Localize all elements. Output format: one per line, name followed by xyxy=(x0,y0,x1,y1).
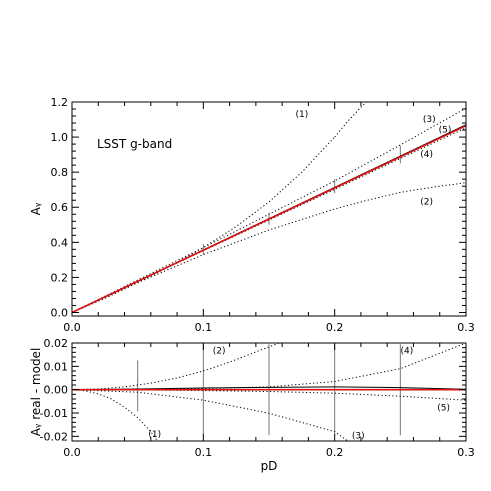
x-tick-label: 0.0 xyxy=(63,446,81,459)
curve-label: (1) xyxy=(295,110,308,120)
y-tick-label: 0.02 xyxy=(44,337,69,350)
y-tick-label: 0.8 xyxy=(51,166,69,179)
curve-label: (2) xyxy=(420,197,433,207)
curve-label: (5) xyxy=(437,403,450,413)
curve-label: (4) xyxy=(420,150,433,160)
series-line-2 xyxy=(72,182,466,313)
x-axis-label: pD xyxy=(261,459,278,473)
y-tick-label: 1.0 xyxy=(51,131,69,144)
band-annotation: LSST g-band xyxy=(97,137,172,151)
curve-label: (1) xyxy=(148,430,161,440)
y-tick-label: 1.2 xyxy=(51,96,69,109)
series-line-3 xyxy=(72,389,349,441)
x-tick-label: 0.2 xyxy=(326,321,344,334)
y-tick-label: 0.2 xyxy=(51,271,69,284)
curve-label: (3) xyxy=(352,431,365,441)
y-tick-label: -0.01 xyxy=(40,407,68,420)
series-line-2 xyxy=(72,343,281,391)
y-tick-label: 0.00 xyxy=(44,384,69,397)
series-line-1 xyxy=(334,102,368,138)
curve-label: (5) xyxy=(439,126,452,136)
top-panel: (1) (3)(5) (4) (2) 0.0 0.1 0.2 0.3 0.0 0.2 0.4 0.6 0… xyxy=(29,96,475,334)
axes-frame xyxy=(71,342,467,442)
series-line-3 xyxy=(72,107,466,313)
x-tick-label: 0.1 xyxy=(195,321,213,334)
y-tick-label: 0.01 xyxy=(44,360,69,373)
curve-label: (2) xyxy=(213,347,226,357)
x-tick-label: 0.1 xyxy=(195,446,213,459)
series-line-7 xyxy=(72,124,466,314)
x-tick-label: 0.3 xyxy=(457,446,475,459)
plot-area xyxy=(72,102,466,314)
plot-area xyxy=(72,343,466,441)
curve-label: (3) xyxy=(423,115,436,125)
y-tick-label: 0.6 xyxy=(51,201,69,214)
y-tick-label: 0.0 xyxy=(51,306,69,319)
series-line-1 xyxy=(72,389,158,441)
x-tick-label: 0.0 xyxy=(63,321,81,334)
axes-frame xyxy=(71,101,467,317)
x-tick-label: 0.2 xyxy=(326,446,344,459)
y-tick-label: 0.4 xyxy=(51,236,69,249)
curve-label: (4) xyxy=(401,347,414,357)
bottom-panel: (2) (4) (5) (1) (3) 0.0 0.1 0.2 0.3 0.02 0.01 0.00 -… xyxy=(29,337,475,473)
y-tick-label: -0.02 xyxy=(40,430,68,443)
series-line-1 xyxy=(72,136,336,313)
y-axis-label: Aᵧ real - model xyxy=(29,348,43,437)
y-axis-label: Aᵧ xyxy=(29,202,43,215)
x-tick-label: 0.3 xyxy=(457,321,475,334)
